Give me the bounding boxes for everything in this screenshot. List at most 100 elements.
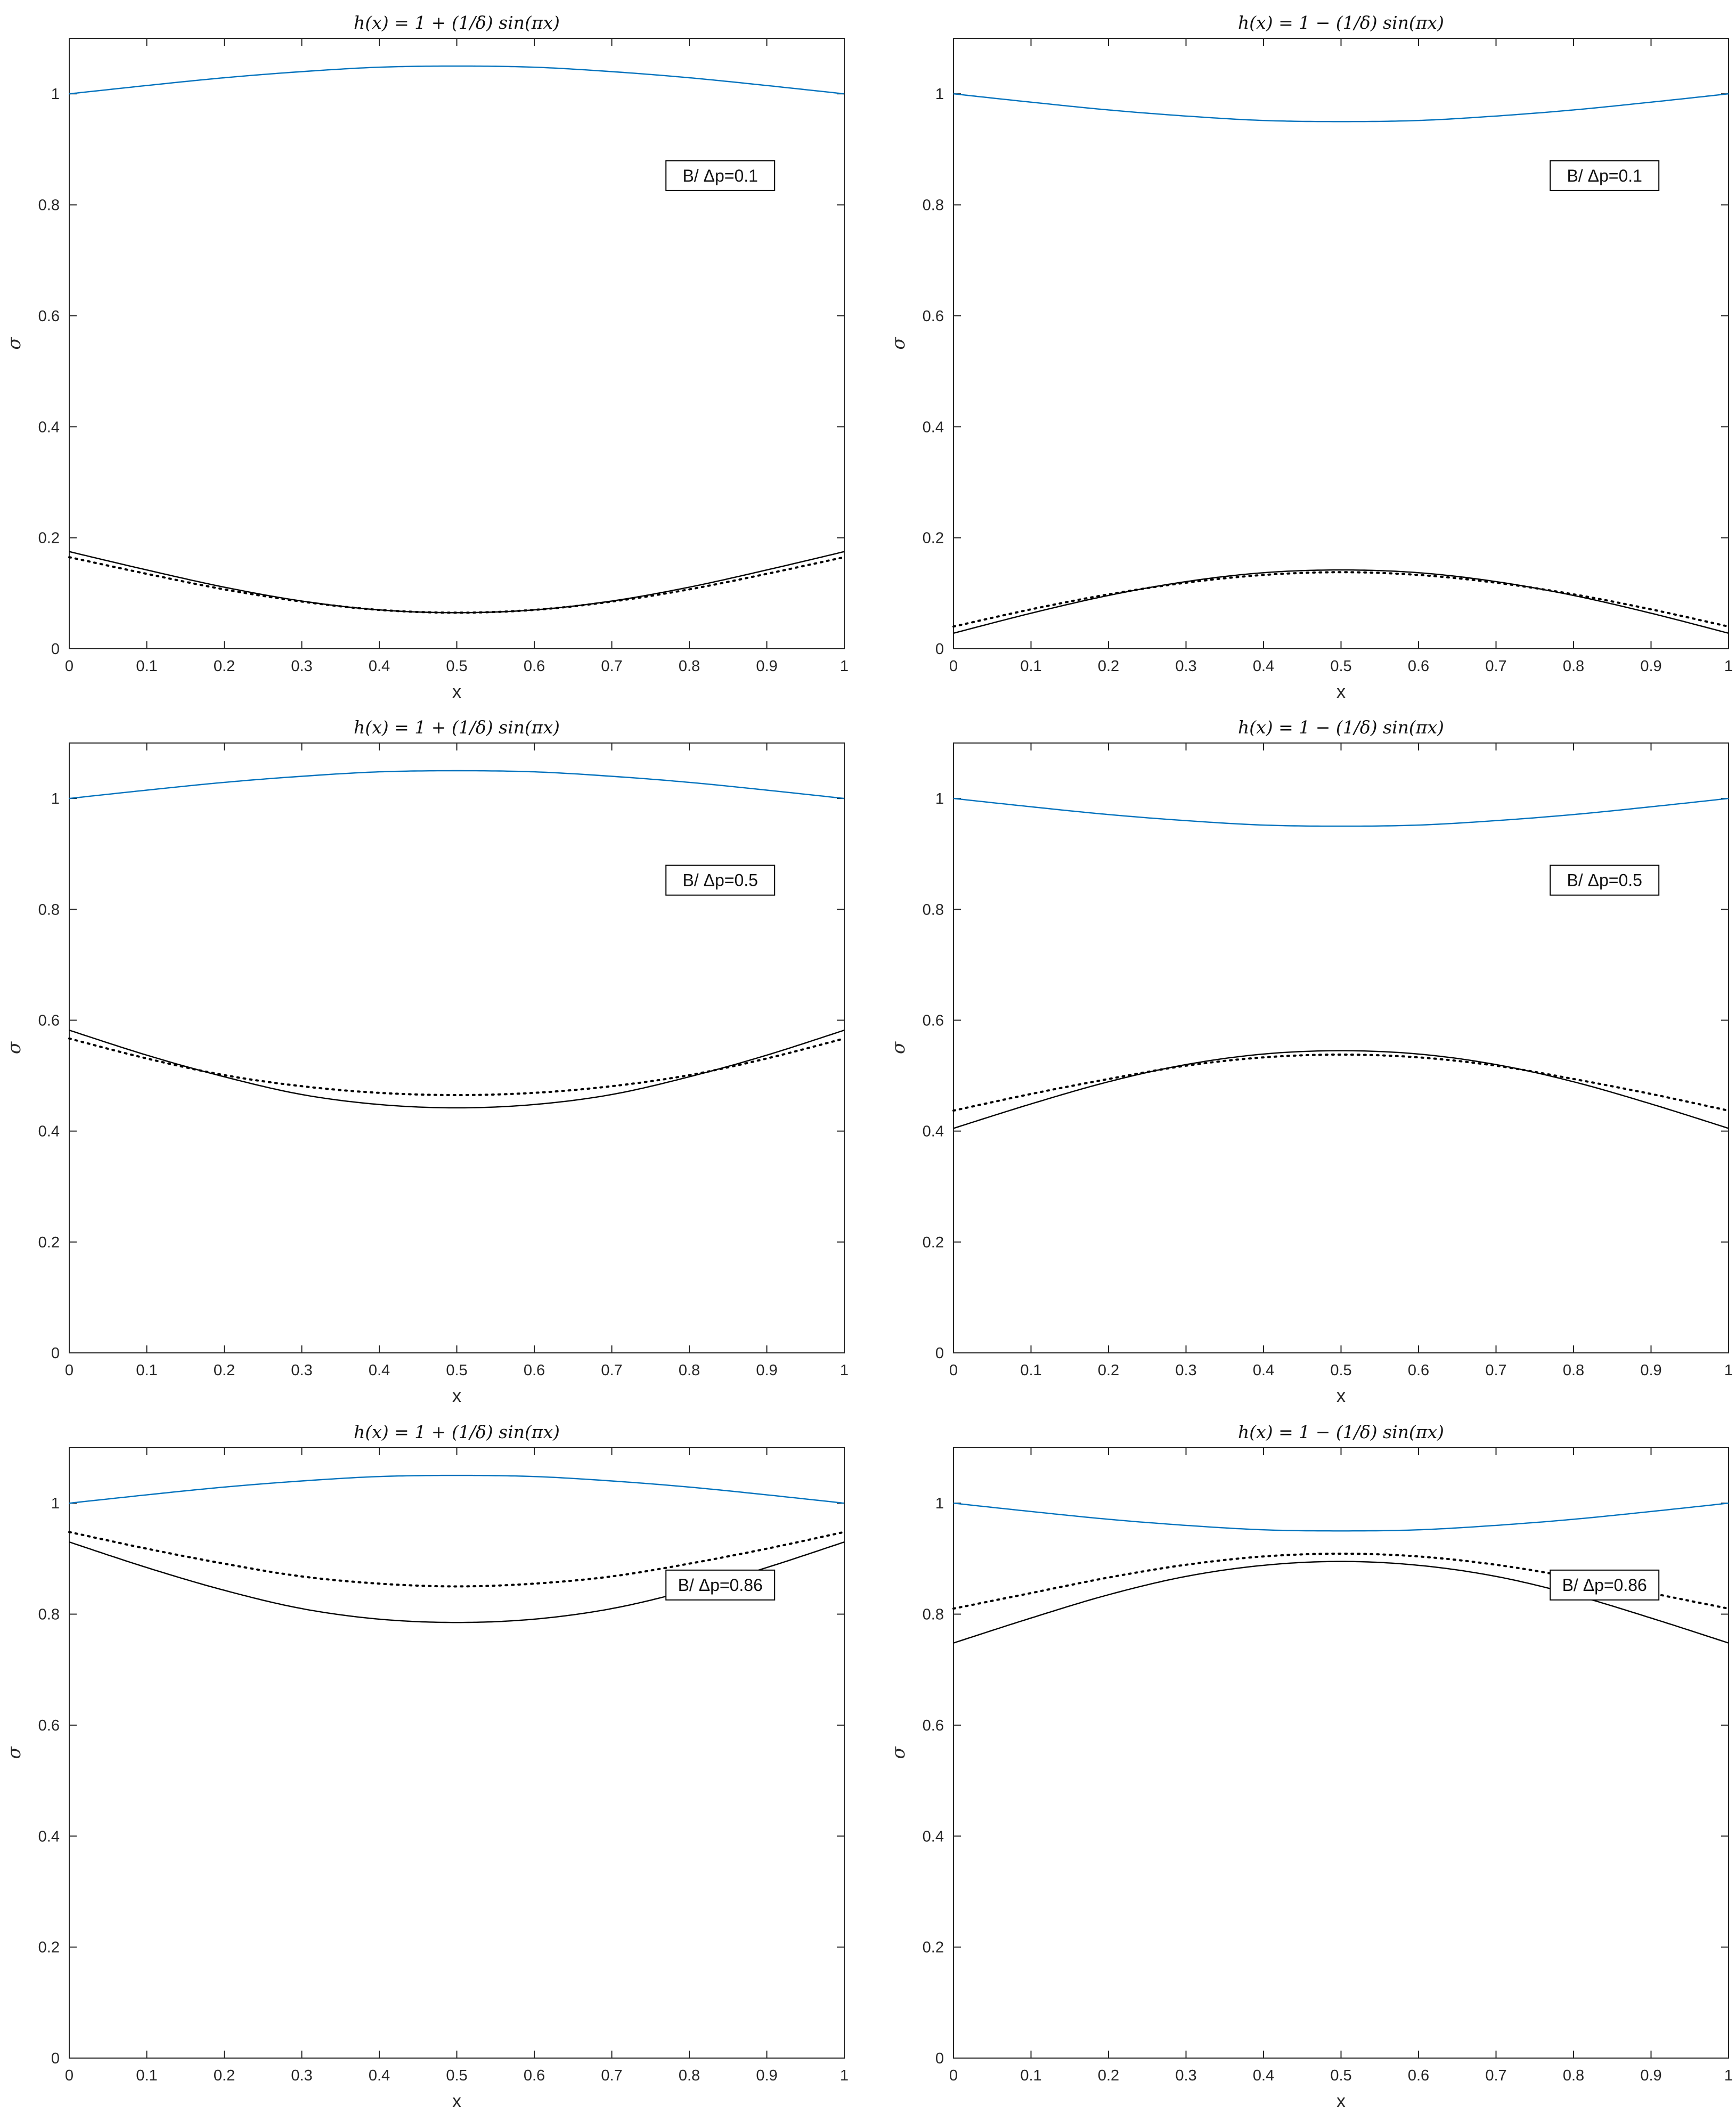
x-tick-label: 0.2 xyxy=(1098,658,1119,675)
x-tick-label: 0.3 xyxy=(1175,658,1196,675)
annotation-text: B/ Δp=0.1 xyxy=(682,166,757,185)
y-tick-label: 0.8 xyxy=(923,1606,944,1623)
y-tick-label: 0.2 xyxy=(923,530,944,547)
x-tick-label: 1 xyxy=(840,658,849,675)
panel-6: 0 0.1 0.2 0.3 0.4 0.5 0.6 0.7 0.8 0.9 1 0 0.2 0.4 0.6 0… xyxy=(888,1422,1733,2111)
annotation-box xyxy=(1550,160,1660,191)
x-tick-label: 0.5 xyxy=(1330,1362,1351,1379)
x-tick-label: 0.5 xyxy=(446,1362,467,1379)
x-tick-label: 0.5 xyxy=(446,2067,467,2084)
x-tick-label: 0.6 xyxy=(1408,2067,1429,2084)
x-tick-label: 0.7 xyxy=(601,2067,622,2084)
y-tick-label: 0 xyxy=(935,641,944,658)
panel-4: 0 0.1 0.2 0.3 0.4 0.5 0.6 0.7 0.8 0.9 1 0 0.2 0.4 0.6 0… xyxy=(888,717,1733,1406)
x-axis-label: x xyxy=(452,2091,461,2111)
y-tick-label: 0.4 xyxy=(38,419,60,436)
x-tick-label: 0.4 xyxy=(369,658,390,675)
y-axis-label: σ xyxy=(888,337,909,350)
x-tick-label: 0 xyxy=(949,2067,958,2084)
series-line-solid xyxy=(953,569,1729,634)
x-tick-label: 0.6 xyxy=(524,2067,545,2084)
x-tick-label: 0.1 xyxy=(1020,2067,1041,2084)
y-tick-label: 0.6 xyxy=(38,1717,60,1734)
x-tick-label: 0.9 xyxy=(756,658,777,675)
panel-1: 0 0.1 0.2 0.3 0.4 0.5 0.6 0.7 0.8 0.9 1 0 0.2 0.4 0.6 0… xyxy=(4,12,849,702)
x-tick-label: 0.7 xyxy=(601,658,622,675)
x-tick-label: 0.9 xyxy=(756,2067,777,2084)
x-tick-label: 0.8 xyxy=(679,2067,700,2084)
y-tick-label: 0 xyxy=(51,641,60,658)
x-tick-label: 0.9 xyxy=(1640,658,1661,675)
x-tick-label: 0.8 xyxy=(1563,2067,1584,2084)
annotation-box xyxy=(665,864,776,896)
x-axis-label: x xyxy=(1336,1386,1346,1406)
y-tick-label: 0.2 xyxy=(923,1234,944,1251)
axes-box xyxy=(953,38,1729,649)
y-tick-label: 0.2 xyxy=(38,1234,60,1251)
x-axis-label: x xyxy=(1336,2091,1346,2111)
y-tick-label: 0.2 xyxy=(38,1939,60,1956)
x-tick-label: 0.5 xyxy=(446,658,467,675)
panel-2: 0 0.1 0.2 0.3 0.4 0.5 0.6 0.7 0.8 0.9 1 0 0.2 0.4 0.6 0… xyxy=(888,12,1733,702)
axes-box xyxy=(69,38,845,649)
annotation-text: B/ Δp=0.5 xyxy=(682,871,757,890)
y-axis-label: σ xyxy=(888,1041,909,1054)
x-tick-label: 0 xyxy=(949,1362,958,1379)
x-tick-label: 0 xyxy=(65,2067,74,2084)
x-tick-label: 0.3 xyxy=(291,1362,312,1379)
y-tick-label: 0.6 xyxy=(923,1717,944,1734)
x-tick-label: 0.8 xyxy=(1563,1362,1584,1379)
y-axis-label: σ xyxy=(4,1041,25,1054)
annotation-text: B/ Δp=0.5 xyxy=(1567,871,1642,890)
y-tick-label: 0.8 xyxy=(38,1606,60,1623)
x-tick-label: 0.5 xyxy=(1330,2067,1351,2084)
x-tick-label: 1 xyxy=(840,1362,849,1379)
y-tick-label: 0.4 xyxy=(38,1828,60,1845)
series-line-dotted xyxy=(68,1037,845,1096)
series-line-h(x) xyxy=(953,1503,1729,1532)
annotation-box xyxy=(1550,864,1660,896)
y-tick-label: 0.8 xyxy=(38,197,60,214)
chart-title: h(x) = 1 + (1/δ) sin(πx) xyxy=(354,12,560,33)
x-tick-label: 1 xyxy=(1724,2067,1733,2084)
x-axis-label: x xyxy=(1336,682,1346,702)
annotation-box xyxy=(1550,1569,1660,1601)
chart-title: h(x) = 1 − (1/δ) sin(πx) xyxy=(1238,717,1444,738)
series-line-h(x) xyxy=(69,1474,845,1504)
axes-box xyxy=(953,1447,1729,2059)
y-tick-label: 0.8 xyxy=(38,901,60,918)
y-tick-label: 0.6 xyxy=(923,1012,944,1029)
y-axis-label: σ xyxy=(888,1746,909,1759)
x-tick-label: 0.8 xyxy=(1563,658,1584,675)
x-axis-label: x xyxy=(452,1386,461,1406)
y-tick-label: 1 xyxy=(935,1495,944,1512)
series-line-h(x) xyxy=(953,797,1729,827)
chart-title: h(x) = 1 + (1/δ) sin(πx) xyxy=(354,1422,560,1442)
annotation-text: B/ Δp=0.86 xyxy=(1562,1576,1647,1595)
x-tick-label: 0.2 xyxy=(214,658,235,675)
x-tick-label: 0.2 xyxy=(1098,1362,1119,1379)
chart-title: h(x) = 1 + (1/δ) sin(πx) xyxy=(354,717,560,738)
annotation-text: B/ Δp=0.1 xyxy=(1567,166,1642,185)
axes-box xyxy=(69,742,845,1353)
x-tick-label: 0.9 xyxy=(1640,1362,1661,1379)
series-line-h(x) xyxy=(953,93,1729,123)
x-tick-label: 0.4 xyxy=(1253,2067,1274,2084)
y-axis-label: σ xyxy=(4,337,25,350)
series-line-dotted xyxy=(952,1054,1730,1112)
x-tick-label: 0.1 xyxy=(1020,658,1041,675)
y-tick-label: 1 xyxy=(935,86,944,103)
x-tick-label: 0 xyxy=(949,658,958,675)
x-tick-label: 0.7 xyxy=(601,1362,622,1379)
y-tick-label: 1 xyxy=(935,790,944,807)
y-tick-label: 0.2 xyxy=(38,530,60,547)
series-line-dotted xyxy=(952,571,1730,628)
y-tick-label: 1 xyxy=(51,790,60,807)
annotation-box xyxy=(665,160,776,191)
x-tick-label: 0.7 xyxy=(1485,658,1506,675)
x-tick-label: 0.4 xyxy=(1253,1362,1274,1379)
y-tick-label: 0.6 xyxy=(923,308,944,325)
x-tick-label: 0.7 xyxy=(1485,1362,1506,1379)
y-tick-label: 0.4 xyxy=(38,1123,60,1140)
